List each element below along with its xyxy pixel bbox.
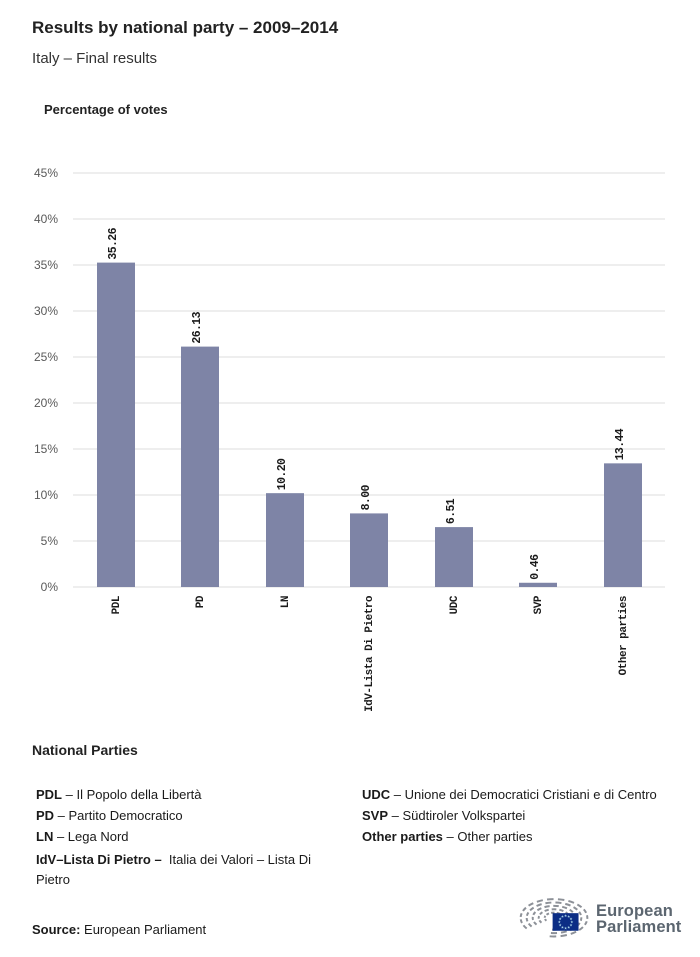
- svg-text:5%: 5%: [41, 534, 59, 548]
- svg-text:PDL: PDL: [111, 595, 123, 614]
- svg-text:8.00: 8.00: [360, 484, 373, 510]
- svg-text:0%: 0%: [41, 580, 59, 594]
- svg-text:IdV-Lista Di Pietro: IdV-Lista Di Pietro: [364, 595, 376, 712]
- svg-text:25%: 25%: [34, 350, 58, 364]
- svg-text:20%: 20%: [34, 396, 58, 410]
- svg-text:6.51: 6.51: [445, 498, 458, 524]
- svg-text:Other parties: Other parties: [618, 596, 630, 675]
- svg-text:UDC: UDC: [449, 595, 461, 614]
- svg-text:13.44: 13.44: [614, 428, 627, 460]
- svg-text:PD: PD: [195, 595, 207, 608]
- svg-text:30%: 30%: [34, 304, 58, 318]
- svg-text:35.26: 35.26: [107, 227, 120, 259]
- svg-text:10%: 10%: [34, 488, 58, 502]
- svg-text:10.20: 10.20: [276, 458, 289, 490]
- svg-text:45%: 45%: [34, 166, 58, 180]
- svg-text:LN: LN: [280, 596, 292, 608]
- svg-text:40%: 40%: [34, 212, 58, 226]
- svg-text:35%: 35%: [34, 258, 58, 272]
- svg-text:15%: 15%: [34, 442, 58, 456]
- svg-text:26.13: 26.13: [191, 311, 204, 343]
- svg-text:0.46: 0.46: [529, 554, 542, 580]
- svg-text:SVP: SVP: [533, 595, 545, 614]
